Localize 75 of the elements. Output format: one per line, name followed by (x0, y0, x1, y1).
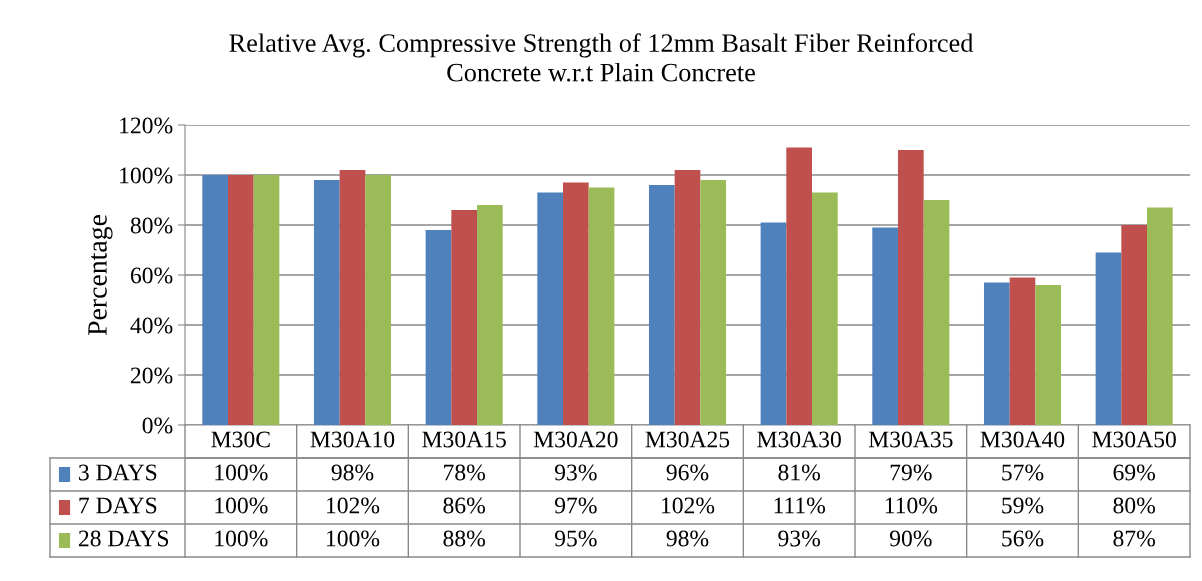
data-label: 81% (778, 464, 820, 481)
data-label: 93% (554, 464, 597, 481)
bar (648, 185, 675, 425)
data-label: 57% (1002, 464, 1044, 481)
bar (1009, 277, 1036, 425)
data-label: 56% (1002, 530, 1044, 547)
bar (786, 147, 813, 425)
data-label: 88% (443, 530, 485, 547)
x-tick-label: M30A30 (757, 431, 841, 448)
y-tick-label: 80% (130, 217, 173, 234)
bar (365, 175, 392, 425)
bar (983, 282, 1010, 425)
x-tick-label: M30A40 (980, 431, 1065, 448)
bar (872, 227, 898, 425)
x-tick-label: M30A15 (422, 431, 506, 448)
bar (425, 230, 452, 425)
data-label: 78% (444, 464, 485, 481)
bar (477, 205, 503, 425)
data-label: 100% (215, 464, 268, 481)
data-label: 102% (327, 497, 380, 514)
y-tick-label: 0% (142, 417, 173, 434)
y-axis-title: Percentage (88, 215, 113, 336)
x-tick-label: M30A20 (533, 431, 618, 448)
data-label: 69% (1113, 464, 1155, 481)
bar (537, 192, 563, 425)
data-label: 80% (1113, 497, 1155, 514)
legend-label: 28 DAYS (78, 530, 169, 547)
data-label: 98% (331, 464, 374, 481)
data-label: 100% (215, 530, 268, 547)
bar (1095, 252, 1122, 425)
bar (451, 210, 478, 425)
bar (562, 182, 589, 425)
y-tick-label: 120% (120, 117, 173, 134)
y-tick-label: 60% (130, 267, 173, 284)
bar (812, 192, 838, 425)
data-label: 97% (554, 497, 597, 514)
bar (923, 200, 950, 425)
bar (1147, 207, 1173, 425)
data-label: 86% (443, 497, 485, 514)
data-label: 110% (885, 497, 938, 514)
bar (227, 175, 254, 425)
data-label: 95% (554, 530, 597, 547)
data-label: 79% (890, 464, 932, 481)
data-label: 87% (1113, 530, 1155, 547)
bar (897, 150, 924, 425)
bar (313, 180, 340, 425)
bar (202, 175, 228, 425)
data-label: 93% (778, 530, 820, 547)
y-tick-label: 40% (130, 317, 173, 334)
x-tick-label: M30C (211, 431, 270, 448)
bar (700, 180, 727, 425)
chart-title: Relative Avg. Compressive Strength of 12mm Basalt Fiber Reinforced Concrete w.r.t Plain Concrete (229, 33, 974, 82)
x-tick-label: M30A25 (645, 431, 730, 448)
bar (1121, 225, 1148, 425)
data-label: 111% (774, 497, 826, 514)
x-tick-label: M30A10 (310, 431, 395, 448)
bar (588, 187, 615, 425)
x-tick-label: M30A50 (1092, 431, 1176, 448)
bar (253, 175, 280, 425)
bar (674, 170, 701, 425)
bar (339, 170, 366, 425)
data-label: 100% (215, 497, 268, 514)
legend-label: 7 DAYS (79, 497, 157, 514)
data-label: 98% (666, 530, 709, 547)
data-label: 96% (666, 464, 709, 481)
y-tick-label: 20% (130, 367, 173, 384)
data-label: 100% (327, 530, 380, 547)
bar (760, 222, 787, 425)
data-label: 59% (1002, 497, 1044, 514)
y-tick-label: 100% (120, 167, 173, 184)
data-label: 102% (662, 497, 715, 514)
data-label: 90% (889, 530, 932, 547)
legend-label: 3 DAYS (79, 464, 157, 481)
bar (1035, 285, 1062, 425)
x-tick-label: M30A35 (868, 431, 953, 448)
